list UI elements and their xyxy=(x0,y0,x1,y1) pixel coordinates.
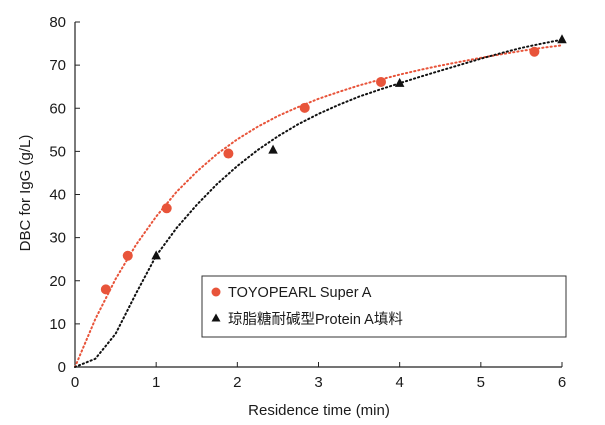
legend: TOYOPEARL Super A 琼脂糖耐碱型Protein A填料 xyxy=(201,275,567,338)
data-point-series-0 xyxy=(299,102,310,113)
x-axis-title: Residence time (min) xyxy=(248,402,390,419)
y-tick-label: 30 xyxy=(49,230,66,247)
data-point-series-0 xyxy=(100,284,111,295)
data-point-series-0 xyxy=(375,76,386,87)
x-tick-label: 3 xyxy=(314,374,322,391)
data-point-series-0 xyxy=(223,148,234,159)
x-tick-label: 1 xyxy=(152,374,160,391)
data-point-series-0 xyxy=(529,46,540,57)
data-point-series-1 xyxy=(268,144,278,154)
legend-marker-triangle xyxy=(211,313,221,322)
y-tick-label: 20 xyxy=(49,273,66,290)
legend-label-series-1: 琼脂糖耐碱型Protein A填料 xyxy=(228,311,403,328)
y-tick-label: 10 xyxy=(49,316,66,333)
data-point-series-0 xyxy=(122,250,133,261)
x-tick-label: 5 xyxy=(477,374,485,391)
legend-marker-circle xyxy=(211,287,221,297)
y-tick-label: 50 xyxy=(49,143,66,160)
y-tick-label: 40 xyxy=(49,187,66,204)
y-tick-label: 70 xyxy=(49,57,66,74)
fit-curve-series-0 xyxy=(74,44,563,368)
y-tick-label: 0 xyxy=(58,359,66,376)
y-tick-label: 80 xyxy=(49,14,66,31)
y-tick-label: 60 xyxy=(49,100,66,117)
x-tick-label: 0 xyxy=(71,374,79,391)
data-point-series-1 xyxy=(151,250,161,260)
x-tick-label: 4 xyxy=(395,374,403,391)
x-tick-label: 6 xyxy=(558,374,566,391)
data-point-series-1 xyxy=(394,77,405,87)
data-point-series-1 xyxy=(557,34,567,44)
y-axis-title: DBC for IgG (g/L) xyxy=(17,135,34,252)
legend-label-series-0: TOYOPEARL Super A xyxy=(228,285,372,301)
legend-item-protein-a-resin: 琼脂糖耐碱型Protein A填料 xyxy=(211,311,403,328)
legend-item-toyopearl-super-a: TOYOPEARL Super A xyxy=(211,285,372,301)
x-tick-label: 2 xyxy=(233,374,241,391)
legend-box xyxy=(201,275,567,338)
data-point-series-0 xyxy=(161,203,172,214)
